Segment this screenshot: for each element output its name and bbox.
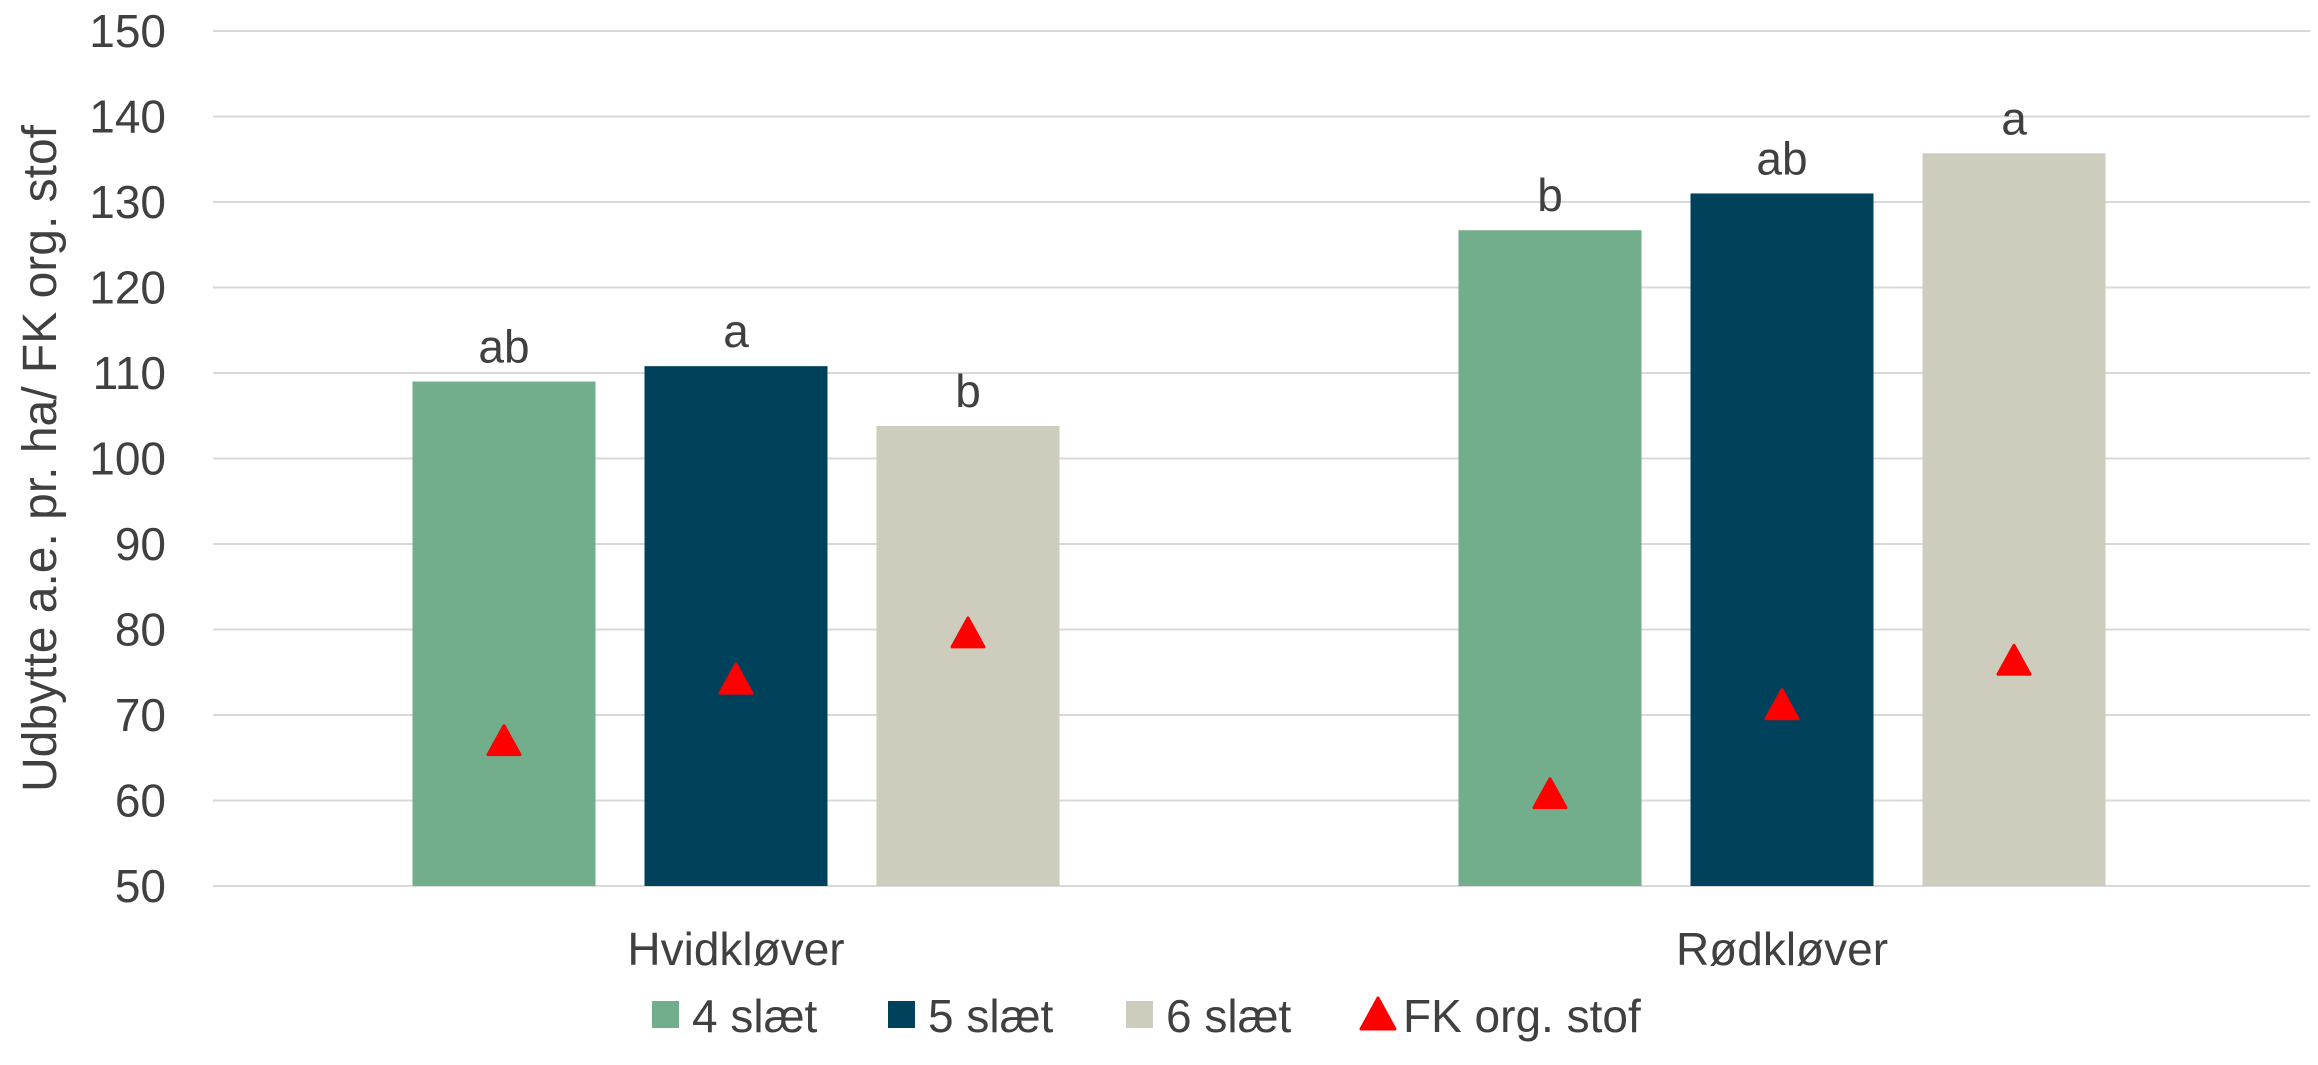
marker-triangle (1764, 688, 1800, 721)
bar (1458, 230, 1642, 887)
marker-triangle (486, 724, 522, 757)
bar-data-label: ab (478, 321, 529, 373)
y-tick-label: 140 (89, 91, 166, 143)
y-tick-label: 50 (115, 860, 166, 912)
y-tick-label: 130 (89, 176, 166, 228)
y-tick-label: 150 (89, 5, 166, 57)
y-axis-title: Udbytte a.e. pr. ha/ FK org. stof (14, 124, 67, 792)
bar-data-label: b (955, 365, 981, 417)
y-tick-label: 70 (115, 689, 166, 741)
legend-marker (1359, 996, 1397, 1031)
bar (1690, 193, 1874, 886)
legend-swatch (1126, 1001, 1153, 1028)
legend-layer: 4 slæt 5 slæt 6 slæt FK org. stof (652, 990, 1641, 1042)
marker-triangle (1532, 777, 1568, 810)
y-tick-label: 110 (93, 347, 166, 399)
y-tick-label: 100 (89, 433, 166, 485)
bar-data-label: b (1537, 169, 1563, 221)
marker-triangle (718, 662, 754, 695)
legend-label: 6 slæt (1166, 990, 1291, 1042)
y-tick-label: 90 (115, 518, 166, 570)
y-tick-label: 120 (89, 262, 166, 314)
bar (876, 426, 1060, 886)
y-tick-label: 80 (115, 604, 166, 656)
bar (412, 381, 596, 886)
x-category-label: Rødkløver (1676, 923, 1888, 975)
legend-swatch (652, 1001, 679, 1028)
bar (644, 366, 828, 886)
legend-label: FK org. stof (1403, 990, 1641, 1042)
marker-triangle (1996, 643, 2032, 676)
legend-label: 5 slæt (928, 990, 1053, 1042)
bar-data-label: ab (1756, 132, 1807, 184)
marker-layer (486, 616, 2032, 810)
marker-triangle (950, 616, 986, 649)
legend-label: 4 slæt (692, 990, 817, 1042)
bar-data-label: a (2001, 92, 2027, 144)
legend-swatch (888, 1001, 915, 1028)
x-category-label: Hvidkløver (627, 923, 844, 975)
bar-layer (412, 153, 2106, 887)
y-tick-label: 60 (115, 775, 166, 827)
bar-data-label: a (723, 305, 749, 357)
axis-layer: 50 60 70 80 90 100 110 120 130 140 150 Udbytte a.e.… (14, 5, 1888, 975)
bar (1922, 153, 2106, 886)
